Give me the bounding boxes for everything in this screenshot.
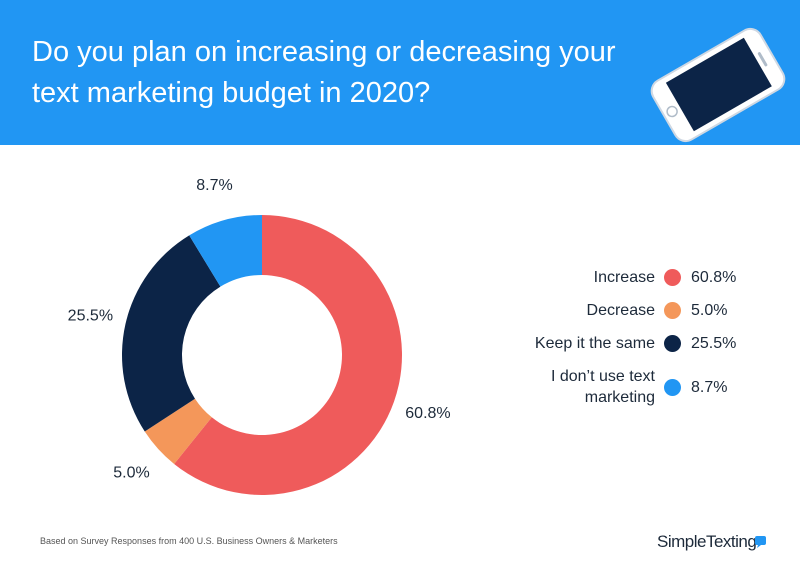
phone-illustration [650, 27, 786, 143]
donut-slice [121, 235, 221, 432]
legend-label: Increase [593, 268, 655, 286]
header-band: Do you plan on increasing or decreasing … [0, 0, 800, 145]
legend-value: 60.8% [691, 268, 737, 286]
legend-swatch [664, 378, 681, 396]
slice-label: 25.5% [68, 307, 113, 324]
slice-label: 5.0% [113, 464, 149, 481]
legend-value: 5.0% [691, 301, 728, 319]
brand-logo: SimpleTexting [657, 532, 768, 552]
donut-slice [144, 398, 212, 464]
legend-swatch [664, 301, 681, 319]
chart-title: Do you plan on increasing or decreasing … [32, 36, 616, 109]
legend-value: 8.7% [691, 378, 728, 396]
donut-slice [189, 215, 262, 287]
brand-name: SimpleTexting [657, 532, 757, 551]
slice-label: 60.8% [405, 405, 450, 422]
slice-label: 8.7% [196, 177, 232, 194]
legend-swatch [664, 334, 681, 352]
legend-label: Keep it the same [534, 334, 655, 352]
legend-label: I don’t use text marketing [550, 368, 655, 406]
legend-label: Decrease [586, 301, 655, 319]
legend-swatch [664, 268, 681, 286]
legend-value: 25.5% [691, 334, 737, 352]
donut-slice [174, 215, 403, 495]
brand-icon [755, 536, 767, 548]
footnote: Based on Survey Responses from 400 U.S. … [40, 536, 338, 546]
